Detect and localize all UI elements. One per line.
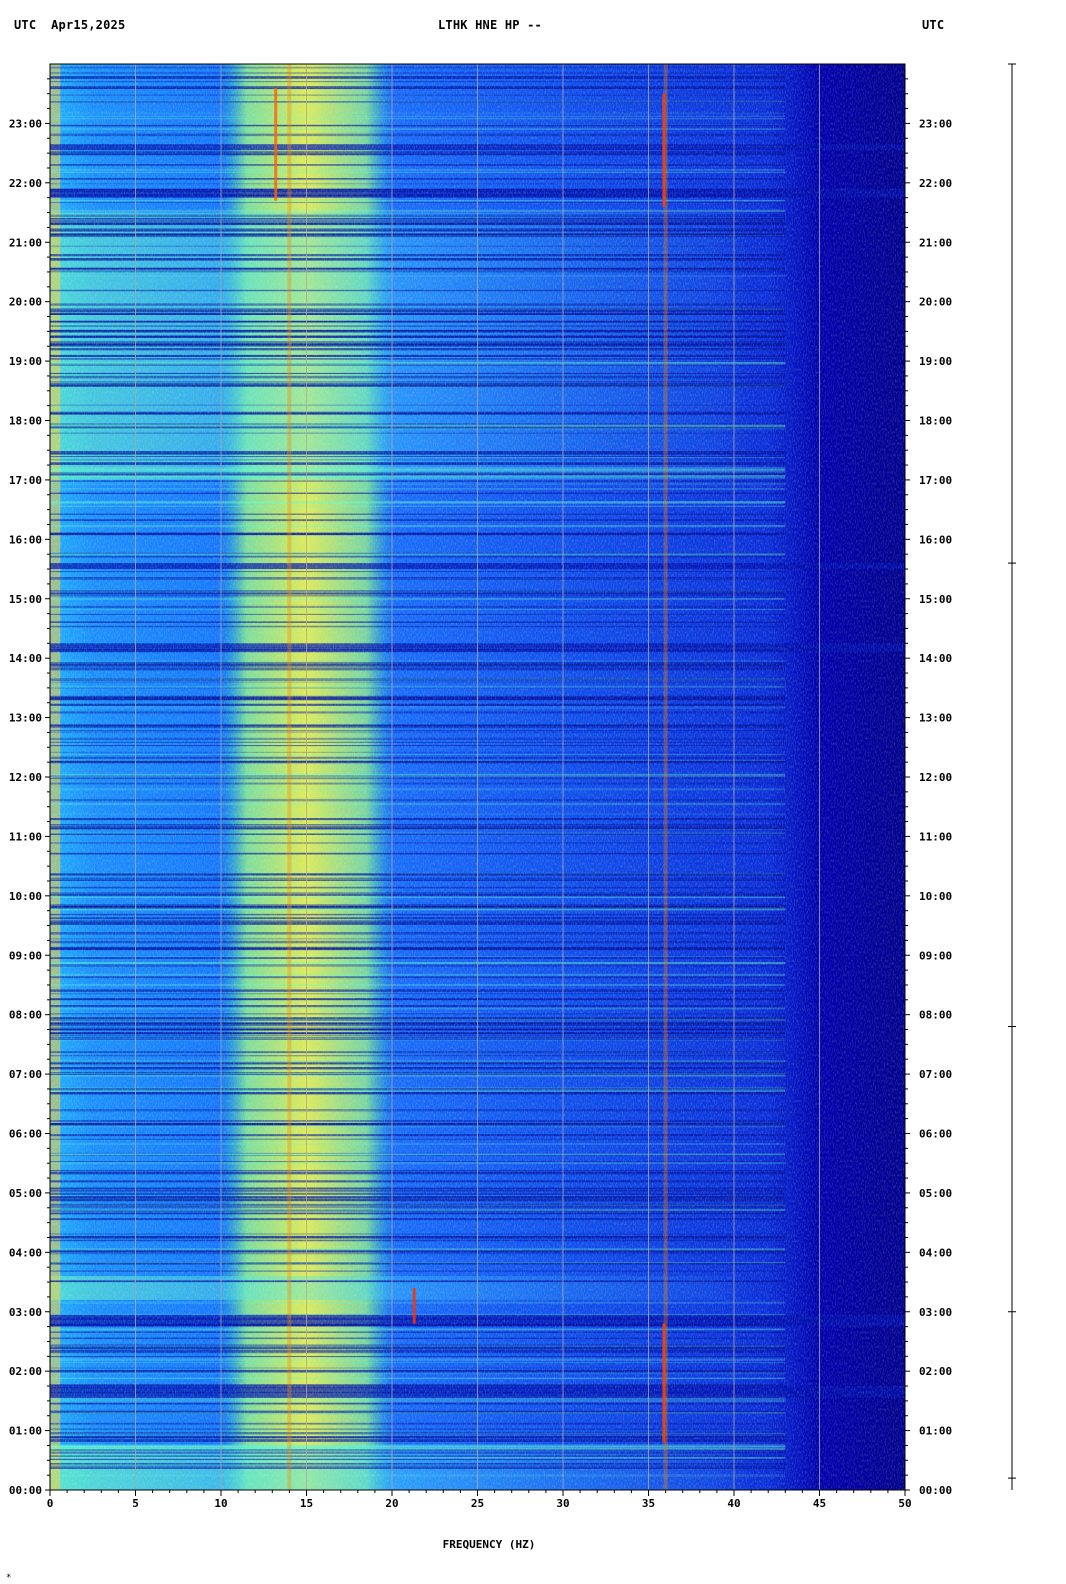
y-tick-label-left: 21:00 [9,236,42,249]
y-tick-label-left: 08:00 [9,1009,42,1022]
y-tick-label-left: 19:00 [9,355,42,368]
y-tick-label-right: 20:00 [919,296,952,309]
y-tick-label-left: 04:00 [9,1246,42,1259]
x-tick-label: 5 [132,1497,139,1510]
y-tick-label-right: 22:00 [919,177,952,190]
peak-line [412,1287,416,1324]
y-tick-label-left: 18:00 [9,415,42,428]
y-tick-label-left: 20:00 [9,296,42,309]
peak-line [287,64,292,1490]
y-tick-label-right: 07:00 [919,1068,952,1081]
y-tick-label-left: 05:00 [9,1187,42,1200]
peak-line [663,64,668,1490]
peak-line [274,87,278,201]
station-title: LTHK HNE HP -- [438,18,542,32]
y-tick-label-left: 11:00 [9,830,42,843]
peak-line [662,93,666,207]
x-tick-label: 15 [300,1497,313,1510]
y-tick-label-right: 01:00 [919,1425,952,1438]
y-tick-label-right: 09:00 [919,949,952,962]
y-tick-label-left: 10:00 [9,890,42,903]
y-tick-label-left: 06:00 [9,1128,42,1141]
y-tick-label-right: 06:00 [919,1128,952,1141]
x-tick-label: 50 [898,1497,911,1510]
x-tick-label: 45 [813,1497,826,1510]
header-date-label: UTC Apr15,2025 [14,18,126,32]
y-tick-label-right: 21:00 [919,236,952,249]
y-tick-label-right: 05:00 [919,1187,952,1200]
y-tick-label-right: 23:00 [919,117,952,130]
y-tick-label-left: 23:00 [9,117,42,130]
y-tick-label-right: 14:00 [919,652,952,665]
x-tick-label: 0 [47,1497,54,1510]
y-tick-label-right: 15:00 [919,593,952,606]
y-tick-label-left: 22:00 [9,177,42,190]
y-tick-label-right: 17:00 [919,474,952,487]
peak-line [662,1323,666,1443]
y-tick-label-right: 03:00 [919,1306,952,1319]
y-tick-label-left: 16:00 [9,533,42,546]
y-tick-label-left: 17:00 [9,474,42,487]
y-tick-label-left: 15:00 [9,593,42,606]
grid-lines [135,64,820,1490]
x-tick-label: 25 [471,1497,484,1510]
y-tick-label-left: 14:00 [9,652,42,665]
x-tick-label: 20 [385,1497,398,1510]
header-timezone-label: UTC [922,18,945,32]
x-tick-label: 10 [214,1497,227,1510]
x-tick-label: 30 [556,1497,569,1510]
y-tick-label-right: 04:00 [919,1246,952,1259]
y-tick-label-right: 18:00 [919,415,952,428]
x-axis-title: FREQUENCY (HZ) [443,1538,536,1551]
y-tick-label-left: 09:00 [9,949,42,962]
y-tick-label-left: 07:00 [9,1068,42,1081]
y-tick-label-right: 16:00 [919,533,952,546]
x-tick-label: 35 [642,1497,655,1510]
y-tick-label-right: 19:00 [919,355,952,368]
x-tick-label: 40 [727,1497,740,1510]
y-tick-label-right: 08:00 [919,1009,952,1022]
y-tick-label-right: 02:00 [919,1365,952,1378]
y-tick-label-left: 03:00 [9,1306,42,1319]
y-tick-label-right: 11:00 [919,830,952,843]
y-tick-label-left: 12:00 [9,771,42,784]
y-tick-label-left: 01:00 [9,1425,42,1438]
footer-mark: * [6,1573,11,1583]
y-tick-label-right: 10:00 [919,890,952,903]
y-tick-label-right: 13:00 [919,712,952,725]
y-tick-label-left: 02:00 [9,1365,42,1378]
y-tick-label-left: 00:00 [9,1484,42,1497]
y-tick-label-left: 13:00 [9,712,42,725]
y-tick-label-right: 00:00 [919,1484,952,1497]
y-tick-label-right: 12:00 [919,771,952,784]
